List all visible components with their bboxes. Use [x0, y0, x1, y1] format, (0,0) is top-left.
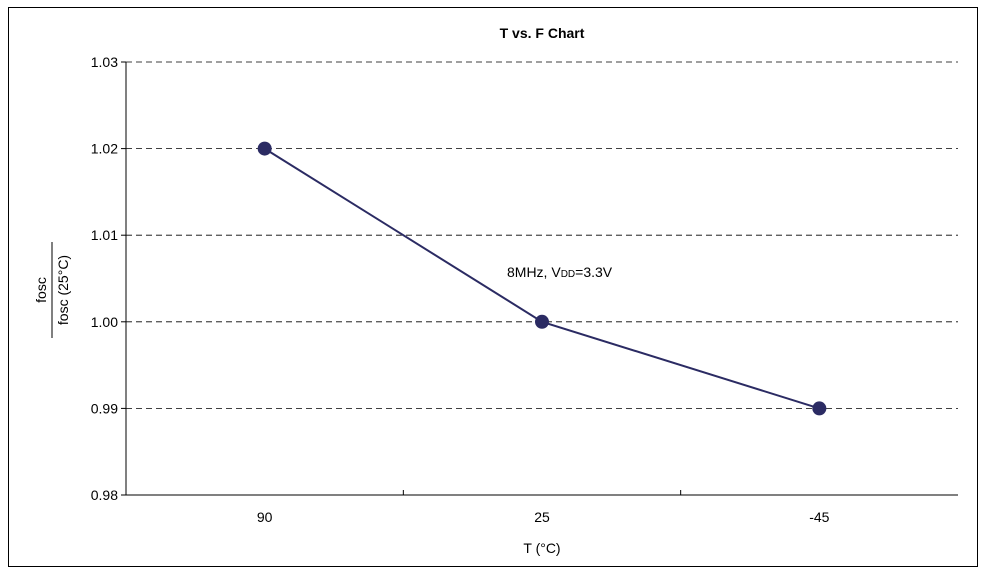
x-tick-label: 25 — [534, 509, 550, 525]
x-axis-label: T (°C) — [523, 540, 560, 556]
x-tick-label: -45 — [809, 509, 829, 525]
series-group — [257, 141, 827, 416]
y-tick-label: 0.98 — [91, 487, 118, 503]
x-tick-labels: 90 25 -45 — [257, 509, 830, 525]
chart-title: T vs. F Chart — [500, 25, 585, 41]
x-minor-ticks — [402, 490, 682, 495]
y-axis-label-numerator: fosc — [33, 277, 49, 303]
y-tick-label: 1.03 — [91, 54, 118, 70]
data-point — [257, 141, 272, 156]
data-point — [812, 401, 827, 416]
y-axis-label-denominator: fosc (25°C) — [55, 255, 71, 325]
data-point — [535, 314, 549, 329]
y-axis-label: fosc fosc (25°C) — [33, 242, 71, 338]
annotation-label: 8MHz, VDD=3.3V — [507, 264, 613, 280]
chart-frame — [8, 7, 978, 567]
y-tick-label: 0.99 — [91, 400, 118, 416]
y-tick-labels: 0.98 0.99 1.00 1.01 1.02 1.03 — [91, 54, 126, 503]
y-tick-label: 1.01 — [91, 227, 118, 243]
y-tick-label: 1.02 — [91, 141, 118, 157]
x-tick-label: 90 — [257, 509, 273, 525]
y-tick-label: 1.00 — [91, 314, 118, 330]
gridlines — [126, 61, 958, 409]
